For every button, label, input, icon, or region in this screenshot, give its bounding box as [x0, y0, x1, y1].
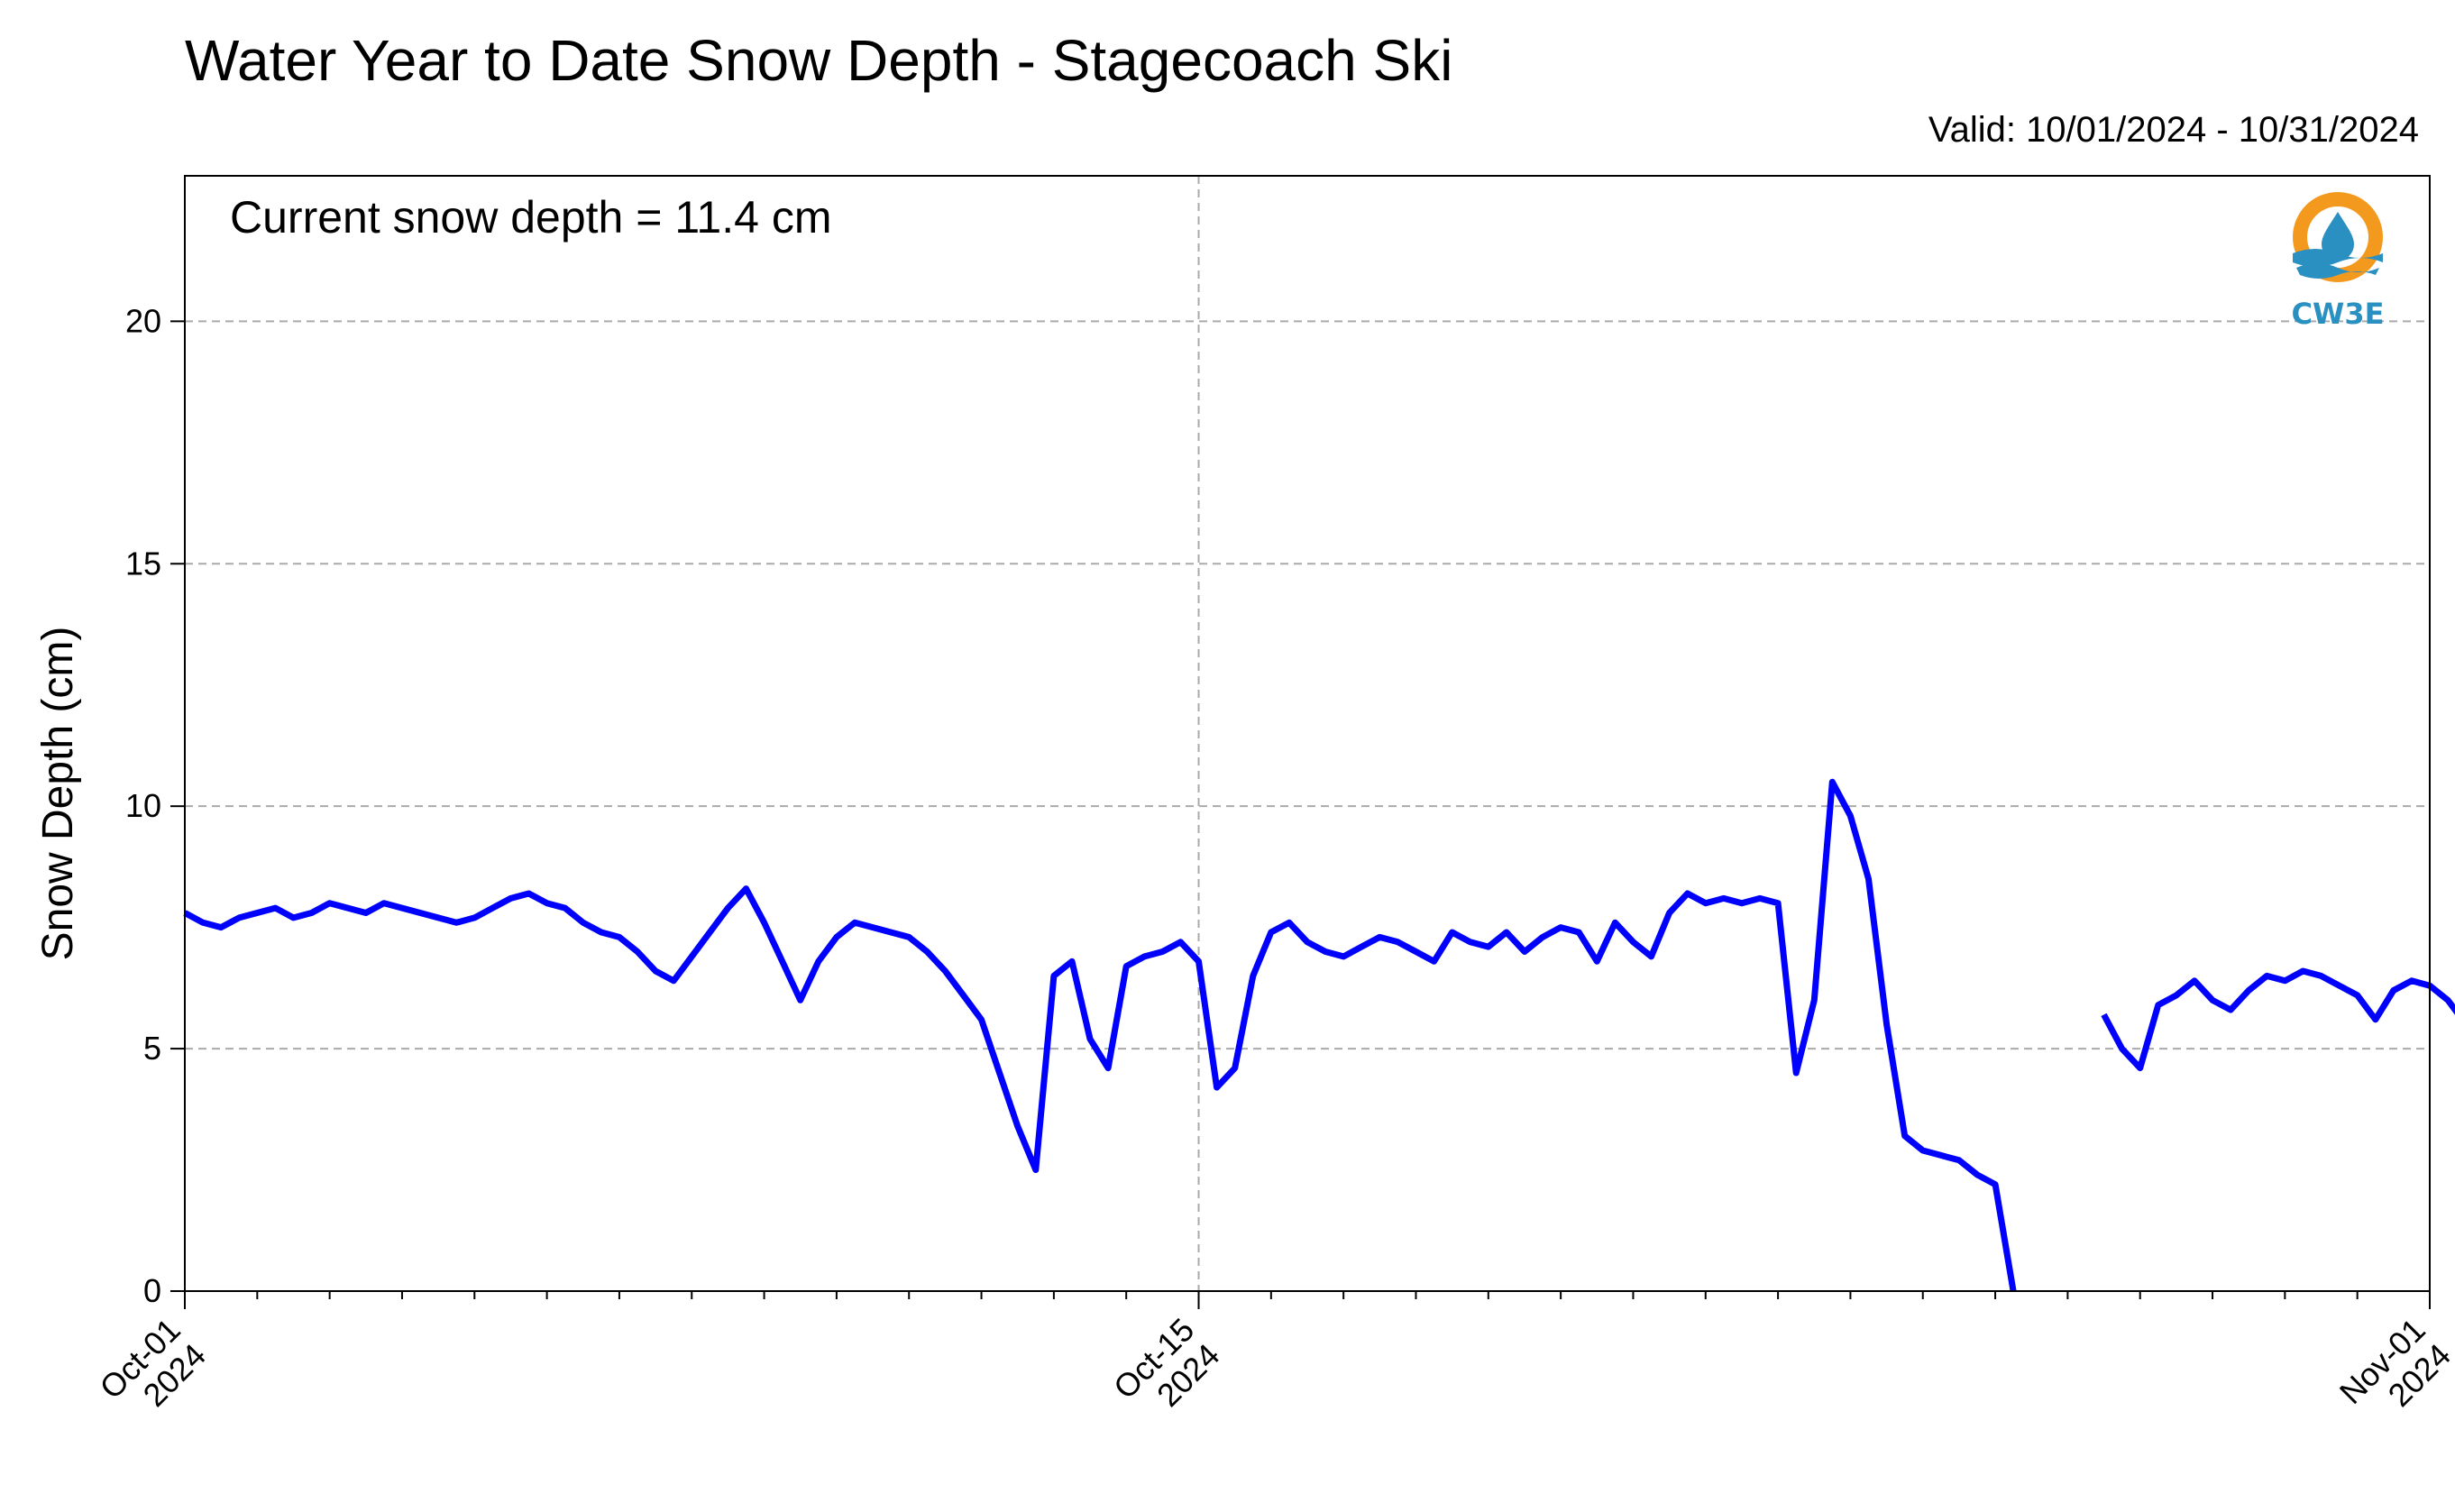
logo-wave-1 — [2293, 249, 2383, 267]
chart-subtitle: Valid: 10/01/2024 - 10/31/2024 — [1928, 110, 2419, 150]
plot-frame — [184, 175, 2431, 1292]
logo-wave-2 — [2296, 263, 2379, 279]
y-axis-title: Snow Depth (cm) — [34, 627, 82, 961]
current-depth-annotation: Current snow depth = 11.4 cm — [230, 192, 831, 243]
y-tick-label: 10 — [125, 787, 161, 824]
y-tick-label: 0 — [143, 1272, 161, 1309]
logo-water-drop-icon — [2322, 212, 2354, 261]
chart-title: Water Year to Date Snow Depth - Stagecoa… — [185, 28, 1453, 93]
snow-depth-line — [183, 778, 2455, 1292]
series-lines — [183, 778, 2455, 1292]
y-tick-label: 20 — [125, 302, 161, 339]
grid-lines — [185, 176, 2430, 1291]
cw3e-logo: CW3E — [2292, 192, 2385, 331]
y-tick-label: 15 — [125, 545, 161, 582]
logo-text: CW3E — [2292, 297, 2385, 331]
y-tick-label: 5 — [143, 1030, 161, 1067]
